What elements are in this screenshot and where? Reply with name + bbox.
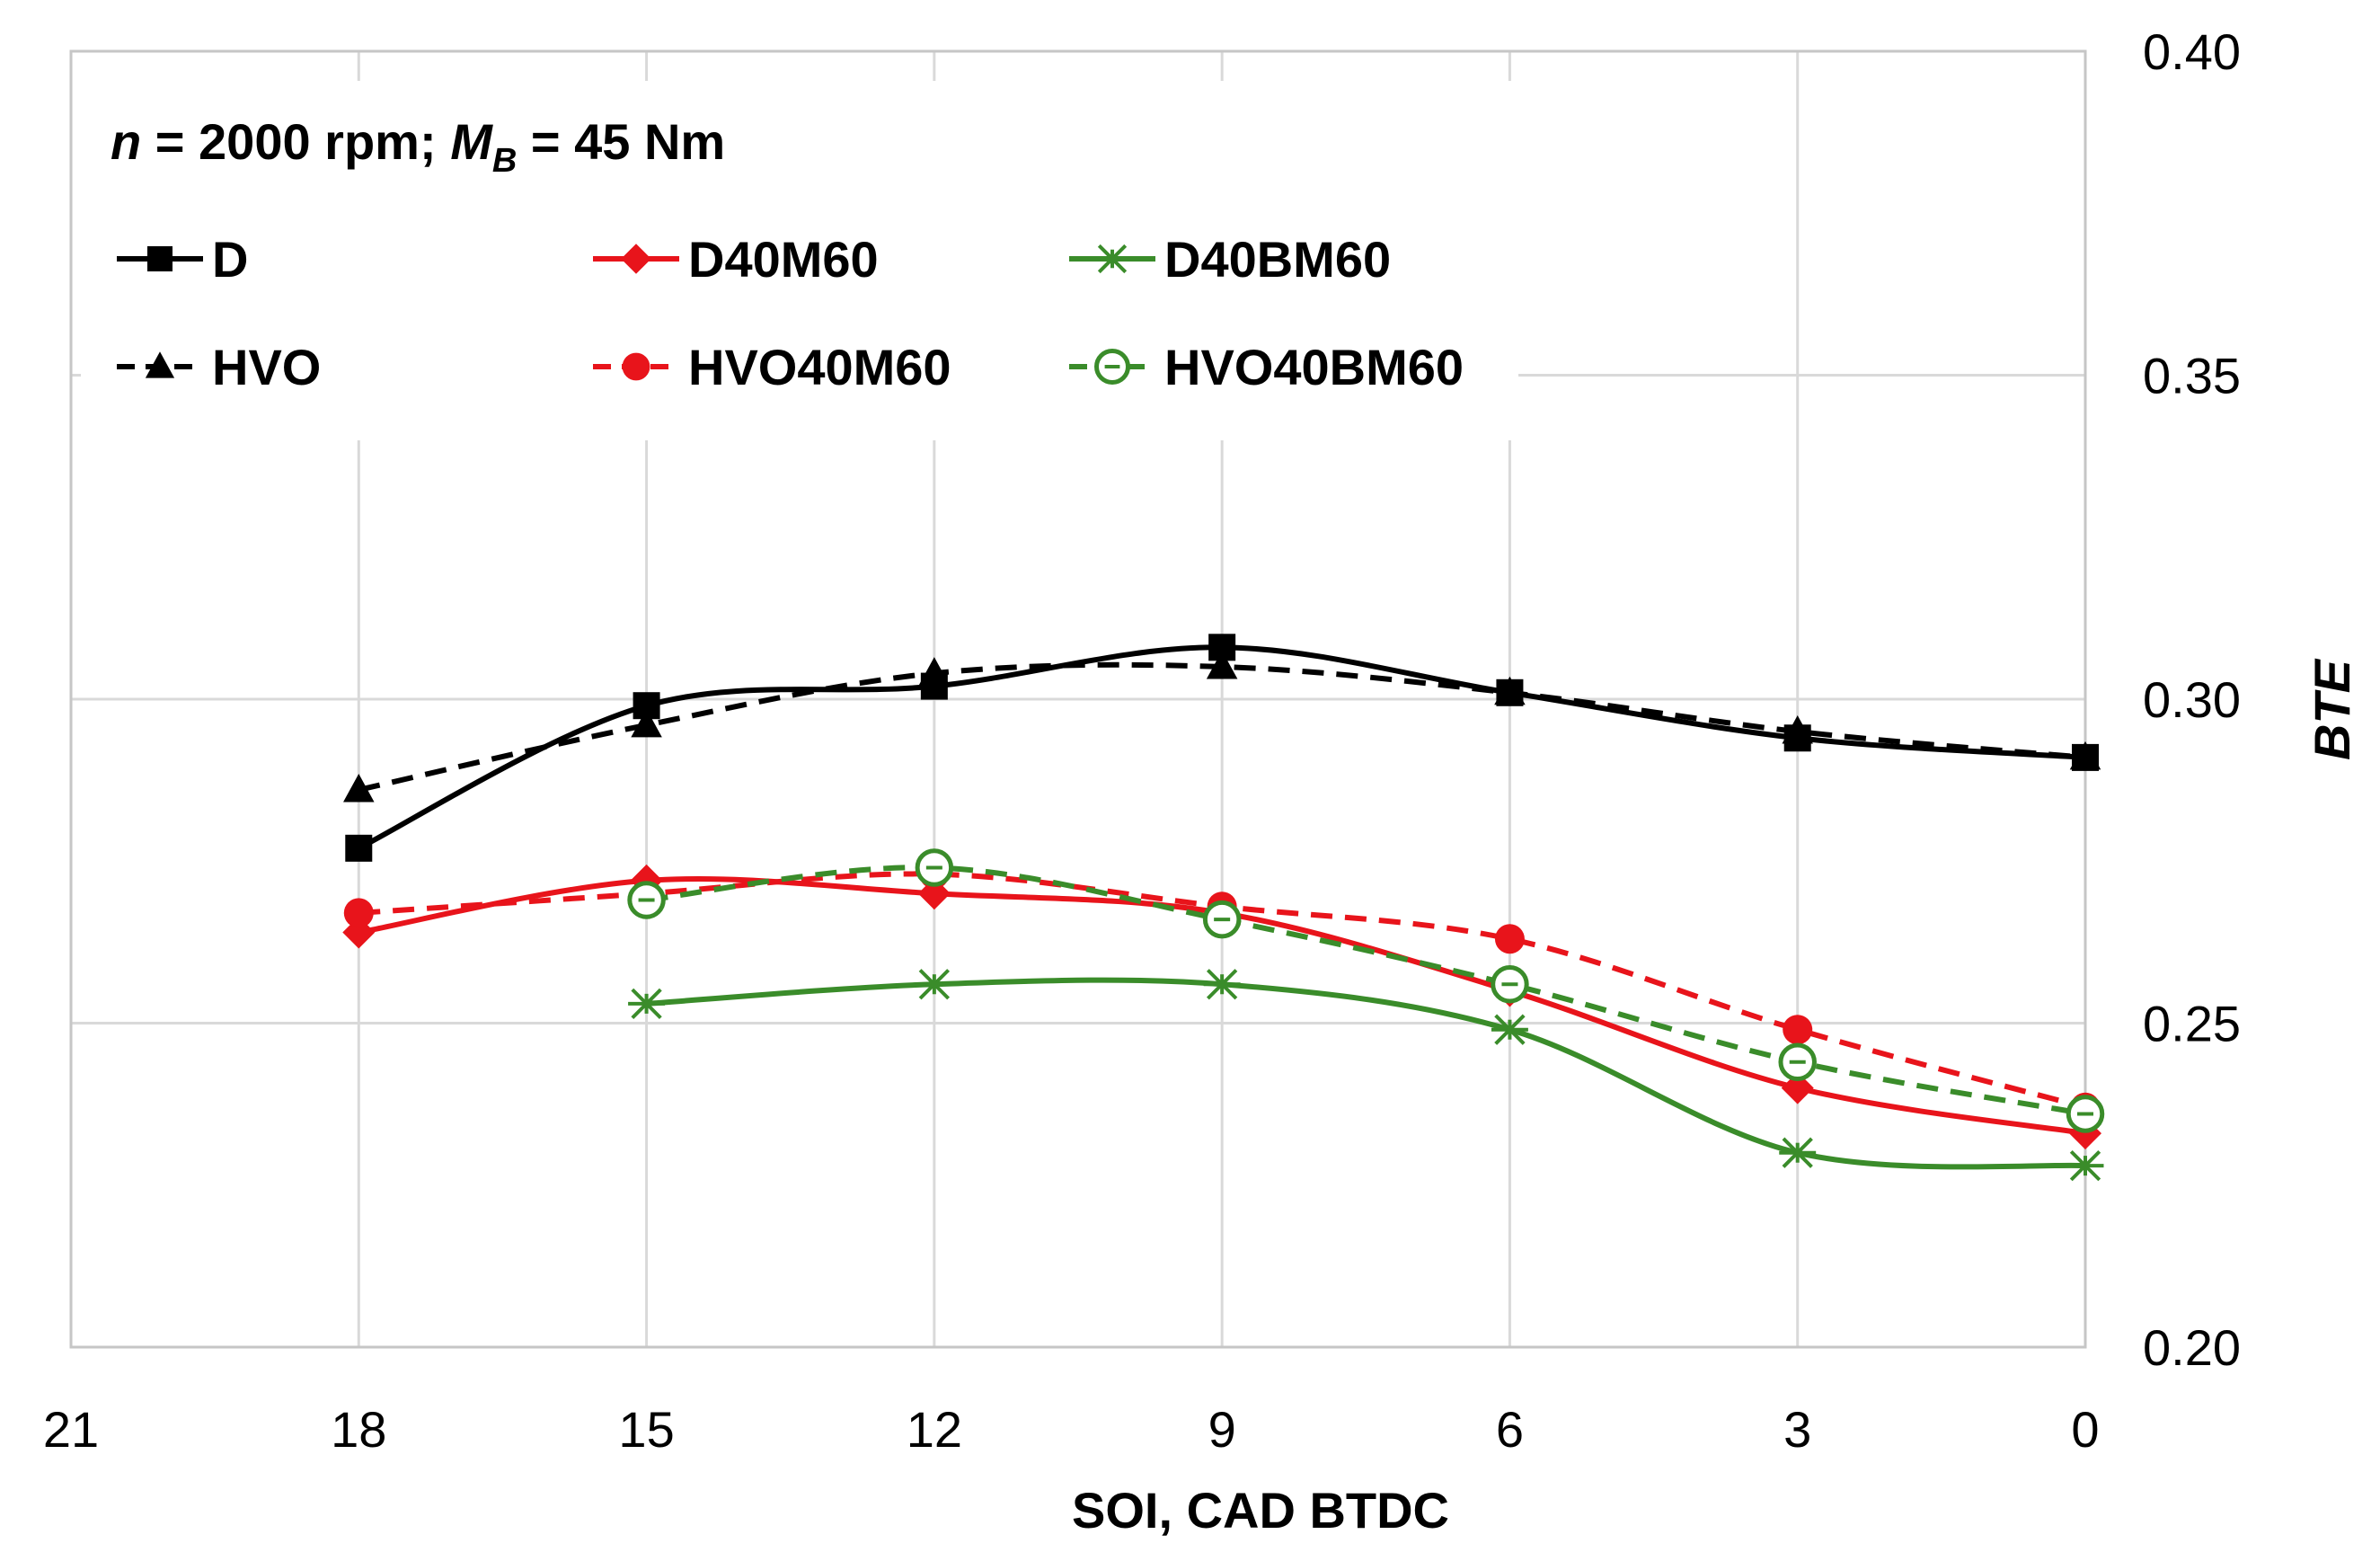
legend-label: D40M60 bbox=[688, 231, 879, 288]
operating-condition-annotation: n = 2000 rpm; MB = 45 Nm bbox=[111, 113, 725, 180]
legend-label: HVO40BM60 bbox=[1164, 339, 1464, 395]
x-axis-title: SOI, CAD BTDC bbox=[1072, 1482, 1449, 1539]
y-axis-ticks: 0.20 0.25 0.30 0.35 0.40 bbox=[2143, 23, 2241, 1376]
legend-backdrop bbox=[81, 81, 1518, 440]
y-tick-label: 0.25 bbox=[2143, 996, 2241, 1052]
legend-swatch-marker bbox=[1094, 349, 1130, 385]
y-tick-label: 0.20 bbox=[2143, 1319, 2241, 1376]
legend-label: HVO40M60 bbox=[688, 339, 951, 395]
data-point-d bbox=[345, 834, 373, 862]
data-point-hvo bbox=[1494, 676, 1526, 705]
data-point-d40bm60 bbox=[1203, 969, 1241, 1000]
x-tick-label: 6 bbox=[1496, 1401, 1524, 1458]
legend-item-hvo40m60: HVO40M60 bbox=[593, 339, 951, 395]
data-point-d40bm60 bbox=[1779, 1137, 1817, 1168]
legend-swatch-marker bbox=[622, 352, 650, 381]
data-point-hvo40m60 bbox=[1494, 924, 1525, 954]
data-point-hvo40bm60 bbox=[627, 881, 666, 919]
legend: D D40M60 D40BM60 HVO HVO40M60 HVO40BM60 bbox=[117, 231, 1464, 395]
data-point-hvo40bm60 bbox=[1202, 900, 1242, 939]
series-hvo bbox=[343, 650, 2101, 803]
legend-swatch-marker bbox=[1094, 244, 1130, 274]
y-tick-label: 0.30 bbox=[2143, 671, 2241, 728]
data-point-hvo40bm60 bbox=[1491, 964, 1529, 1004]
y-tick-label: 0.40 bbox=[2143, 23, 2241, 80]
legend-label: D bbox=[212, 231, 248, 288]
x-tick-label: 12 bbox=[907, 1401, 962, 1458]
legend-item-hvo: HVO bbox=[117, 339, 321, 395]
data-point-hvo bbox=[1782, 715, 1813, 744]
legend-swatch-marker bbox=[621, 244, 651, 274]
series-d40bm60 bbox=[628, 969, 2104, 1182]
data-point-hvo bbox=[631, 708, 662, 738]
x-tick-label: 15 bbox=[618, 1401, 674, 1458]
x-tick-label: 9 bbox=[1208, 1401, 1236, 1458]
y-tick-label: 0.35 bbox=[2143, 348, 2241, 404]
series-layer bbox=[342, 634, 2105, 1182]
legend-label: D40BM60 bbox=[1164, 231, 1391, 288]
legend-item-hvo40bm60: HVO40BM60 bbox=[1069, 339, 1464, 395]
legend-item-d40m60: D40M60 bbox=[593, 231, 879, 288]
data-point-d40m60 bbox=[1781, 1071, 1814, 1104]
x-tick-label: 0 bbox=[2071, 1401, 2099, 1458]
data-point-d40bm60 bbox=[628, 988, 666, 1020]
x-axis-ticks: 21 18 15 12 9 6 3 0 bbox=[43, 1401, 2100, 1458]
legend-swatch-marker bbox=[145, 351, 175, 378]
data-point-hvo bbox=[343, 773, 375, 803]
legend-label: HVO bbox=[212, 339, 321, 395]
series-hvo40bm60 bbox=[627, 848, 2105, 1133]
x-tick-label: 3 bbox=[1783, 1401, 1811, 1458]
x-tick-label: 18 bbox=[331, 1401, 386, 1458]
data-point-hvo40bm60 bbox=[1778, 1042, 1817, 1082]
data-point-hvo40m60 bbox=[343, 898, 374, 928]
series-line-hvo40bm60 bbox=[646, 865, 2086, 1117]
data-point-hvo bbox=[1206, 650, 1238, 679]
data-point-hvo40bm60 bbox=[915, 848, 954, 887]
legend-item-d40bm60: D40BM60 bbox=[1069, 231, 1391, 288]
data-point-hvo40bm60 bbox=[2066, 1095, 2105, 1133]
legend-item-d: D bbox=[117, 231, 248, 288]
x-tick-label: 21 bbox=[43, 1401, 99, 1458]
data-point-hvo bbox=[2069, 741, 2101, 770]
data-point-d40bm60 bbox=[2066, 1149, 2104, 1182]
data-point-hvo40m60 bbox=[1783, 1015, 1813, 1045]
data-point-d40bm60 bbox=[916, 969, 953, 1000]
plot-frame bbox=[69, 49, 2087, 1349]
series-line-d40bm60 bbox=[646, 977, 2086, 1170]
legend-swatch-marker bbox=[147, 246, 173, 271]
data-point-d40bm60 bbox=[1491, 1014, 1528, 1045]
y-axis-title: BTE bbox=[2304, 658, 2360, 760]
data-point-hvo bbox=[918, 657, 951, 686]
